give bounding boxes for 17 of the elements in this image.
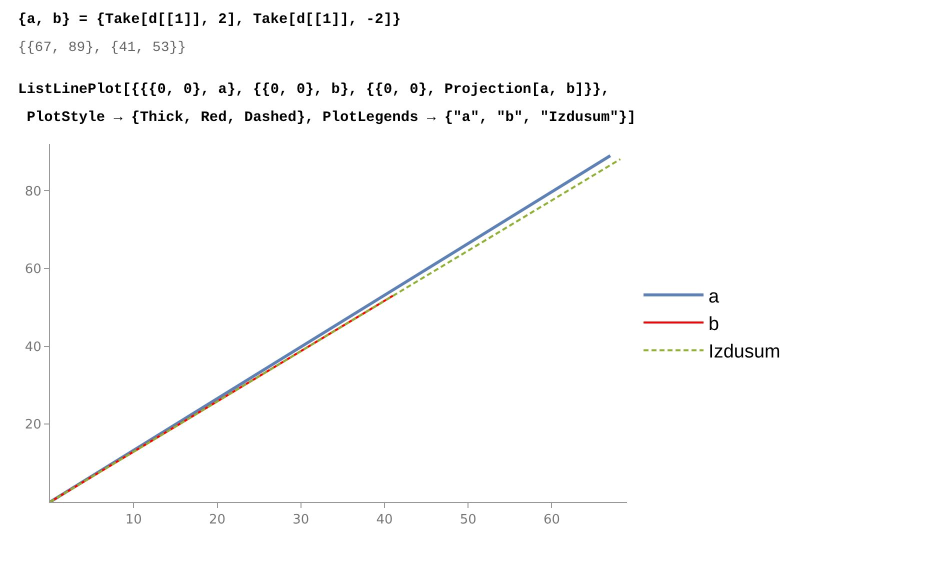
y-tick-label: 80 (24, 184, 42, 200)
y-tick-label: 20 (24, 418, 42, 433)
legend-label: b (708, 314, 720, 335)
x-tick-label: 40 (376, 512, 393, 528)
text: ListLinePlot[{{{0, 0}, a}, {{0, 0}, b}, {{0, 0}, Projection[a, b]}}, (18, 81, 611, 100)
x-tick-label: 60 (543, 512, 560, 528)
text: PlotStyle → {Thick, Red, Dashed}, PlotLegends → {"a", "b", "Izdusum"}] (26, 109, 637, 128)
legend-label: Izdusum (708, 342, 780, 363)
legend-label: a (708, 286, 720, 308)
text: {{67, 89}, {41, 53}} (18, 39, 188, 58)
x-tick-label: 20 (208, 512, 226, 528)
x-tick-label: 50 (460, 512, 476, 528)
x-tick-label: 10 (125, 512, 142, 528)
x-tick-label: 30 (292, 512, 310, 528)
y-tick-label: 40 (24, 340, 42, 355)
text: {a, b} = {Take[d[[1]], 2], Take[d[[1]], -2]} (18, 11, 402, 30)
y-tick-label: 60 (24, 262, 42, 278)
